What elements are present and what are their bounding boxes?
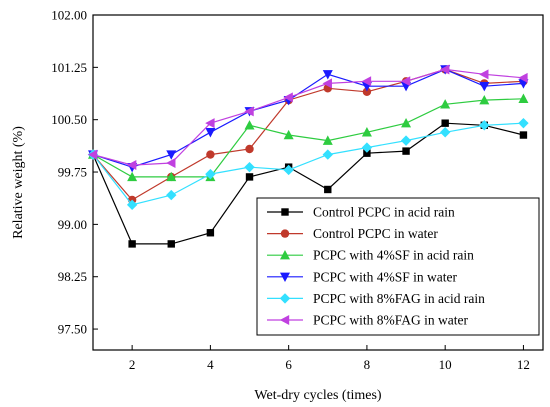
data-point bbox=[361, 142, 373, 153]
legend-marker bbox=[279, 293, 291, 304]
data-point bbox=[518, 72, 528, 83]
legend-label: PCPC with 8%FAG in water bbox=[313, 313, 469, 328]
data-point bbox=[244, 161, 255, 173]
data-point bbox=[479, 94, 490, 105]
legend-label: PCPC with 8%FAG in acid rain bbox=[313, 291, 485, 306]
y-tick-label: 102.00 bbox=[51, 8, 87, 23]
data-point bbox=[128, 240, 136, 248]
legend-label: Control PCPC in water bbox=[313, 226, 438, 241]
legend-item: PCPC with 8%FAG in water bbox=[267, 313, 469, 328]
y-tick-label: 99.00 bbox=[58, 217, 87, 232]
data-point bbox=[440, 99, 451, 109]
data-point bbox=[322, 149, 333, 160]
y-tick-label: 97.50 bbox=[58, 322, 87, 337]
data-point bbox=[283, 129, 294, 140]
data-point bbox=[363, 149, 371, 157]
data-point bbox=[244, 106, 254, 117]
legend-label: PCPC with 4%SF in acid rain bbox=[313, 248, 474, 263]
legend-marker bbox=[280, 272, 290, 282]
data-point bbox=[244, 120, 255, 130]
x-tick-label: 6 bbox=[285, 357, 292, 372]
legend-item: PCPC with 4%SF in water bbox=[267, 269, 458, 284]
data-point bbox=[205, 118, 215, 129]
data-point bbox=[283, 92, 293, 103]
legend-item: PCPC with 8%FAG in acid rain bbox=[267, 291, 485, 306]
data-point bbox=[245, 144, 254, 154]
y-axis-title: Relative weight (%) bbox=[11, 126, 26, 239]
legend-marker bbox=[279, 315, 290, 325]
data-point bbox=[167, 240, 175, 248]
legend-marker bbox=[281, 208, 289, 216]
x-tick-label: 10 bbox=[439, 357, 452, 372]
x-axis-title: Wet-dry cycles (times) bbox=[254, 388, 381, 403]
data-point bbox=[322, 70, 333, 80]
data-point bbox=[166, 171, 177, 182]
data-point bbox=[166, 150, 177, 160]
data-point bbox=[205, 168, 216, 180]
legend-label: PCPC with 4%SF in water bbox=[313, 269, 458, 284]
series-2 bbox=[88, 65, 528, 205]
data-point bbox=[479, 120, 490, 131]
data-point bbox=[400, 135, 412, 146]
legend-item: Control PCPC in acid rain bbox=[267, 205, 455, 220]
data-point bbox=[283, 164, 294, 176]
legend-marker bbox=[280, 250, 290, 260]
series-4 bbox=[88, 65, 529, 173]
data-point bbox=[322, 135, 333, 145]
legend-box bbox=[256, 197, 540, 336]
data-point bbox=[205, 128, 216, 138]
data-point bbox=[166, 189, 177, 201]
data-point bbox=[439, 64, 450, 75]
data-point bbox=[324, 185, 332, 194]
x-tick-label: 12 bbox=[517, 357, 530, 372]
data-point bbox=[361, 76, 372, 87]
data-point bbox=[518, 117, 529, 129]
series-line bbox=[92, 68, 524, 166]
y-tick-label: 100.50 bbox=[51, 112, 87, 127]
x-tick-label: 8 bbox=[364, 357, 371, 372]
y-tick-label: 98.25 bbox=[58, 269, 87, 284]
legend-item: PCPC with 4%SF in acid rain bbox=[267, 248, 474, 263]
plot-area-frame bbox=[92, 14, 544, 351]
data-point bbox=[479, 81, 490, 92]
legend-label: Control PCPC in acid rain bbox=[313, 205, 455, 220]
data-point bbox=[439, 127, 451, 138]
data-point bbox=[361, 127, 372, 137]
y-tick-label: 101.25 bbox=[51, 60, 87, 75]
data-point bbox=[400, 76, 411, 87]
legend-marker bbox=[280, 229, 290, 238]
data-point bbox=[127, 171, 138, 182]
data-point bbox=[401, 117, 412, 128]
series-line bbox=[92, 122, 524, 245]
series-3 bbox=[88, 93, 529, 182]
legend-item: Control PCPC in water bbox=[267, 226, 438, 241]
data-point bbox=[126, 199, 138, 211]
data-point bbox=[206, 150, 215, 159]
series-line bbox=[92, 68, 524, 201]
data-point bbox=[402, 147, 410, 155]
data-point bbox=[166, 157, 176, 168]
series-line bbox=[92, 68, 524, 168]
y-tick-label: 99.75 bbox=[58, 165, 87, 180]
series-6 bbox=[87, 64, 528, 171]
x-tick-label: 4 bbox=[207, 357, 214, 372]
data-point bbox=[126, 160, 137, 171]
x-tick-label: 2 bbox=[129, 357, 136, 372]
data-point bbox=[441, 119, 449, 127]
data-point bbox=[518, 93, 529, 103]
data-point bbox=[245, 173, 254, 181]
series-line bbox=[92, 122, 524, 206]
data-point bbox=[362, 87, 372, 96]
data-point bbox=[519, 131, 528, 139]
data-point bbox=[87, 149, 98, 160]
series-line bbox=[92, 98, 524, 178]
data-point bbox=[206, 229, 215, 237]
data-point bbox=[479, 69, 489, 80]
data-point bbox=[322, 78, 332, 89]
